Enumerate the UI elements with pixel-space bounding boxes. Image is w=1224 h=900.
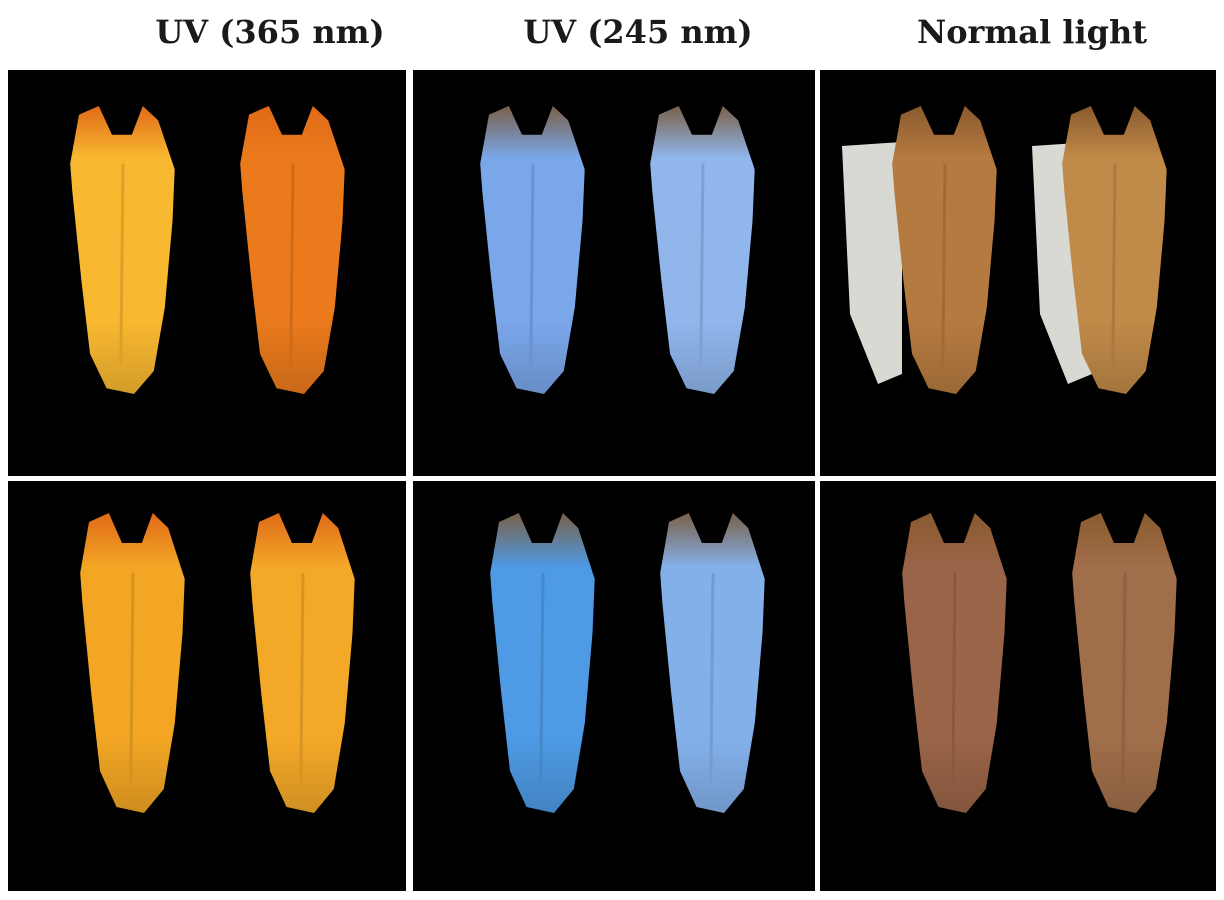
tooth-ridge bbox=[119, 163, 125, 366]
photo-panel-row1-col2 bbox=[413, 70, 815, 476]
tooth-ridge bbox=[941, 163, 947, 366]
photo-panel-row2-col1 bbox=[8, 481, 406, 891]
tooth-2 bbox=[650, 106, 755, 394]
tooth-1 bbox=[480, 106, 585, 394]
tooth-ridge bbox=[289, 163, 295, 366]
photo-panel-row1-col1 bbox=[8, 70, 406, 476]
tooth-1 bbox=[842, 106, 997, 394]
column-title-normal-light: Normal light bbox=[916, 13, 1148, 51]
panel-image bbox=[490, 513, 765, 813]
tooth-ridge bbox=[1111, 163, 1117, 366]
tooth-ridge bbox=[129, 572, 135, 784]
panel-image bbox=[70, 106, 345, 394]
tooth-ridge bbox=[709, 572, 715, 784]
tooth-ridge bbox=[539, 572, 545, 784]
column-title-uv-365: UV (365 nm) bbox=[155, 13, 385, 51]
photo-panel-row2-col3 bbox=[820, 481, 1216, 891]
tooth-1 bbox=[490, 513, 595, 813]
panel-image bbox=[480, 106, 755, 394]
panel-image bbox=[842, 106, 1167, 394]
panel-image bbox=[902, 513, 1177, 813]
tooth-1 bbox=[70, 106, 175, 394]
tooth-2 bbox=[1032, 106, 1167, 394]
tooth-ridge bbox=[299, 572, 305, 784]
tooth-1 bbox=[902, 513, 1007, 813]
column-title-uv-245: UV (245 nm) bbox=[523, 13, 753, 51]
tooth-ridge bbox=[1121, 572, 1127, 784]
photo-panel-row1-col3 bbox=[820, 70, 1216, 476]
tooth-2 bbox=[240, 106, 345, 394]
tooth-2 bbox=[660, 513, 765, 813]
tooth-2 bbox=[1072, 513, 1177, 813]
mounting-support bbox=[842, 142, 902, 384]
tooth-ridge bbox=[951, 572, 957, 784]
tooth-ridge bbox=[529, 163, 535, 366]
tooth-1 bbox=[80, 513, 185, 813]
photo-panel-row2-col2 bbox=[413, 481, 815, 891]
panel-image bbox=[80, 513, 355, 813]
tooth-2 bbox=[250, 513, 355, 813]
tooth-ridge bbox=[699, 163, 705, 366]
